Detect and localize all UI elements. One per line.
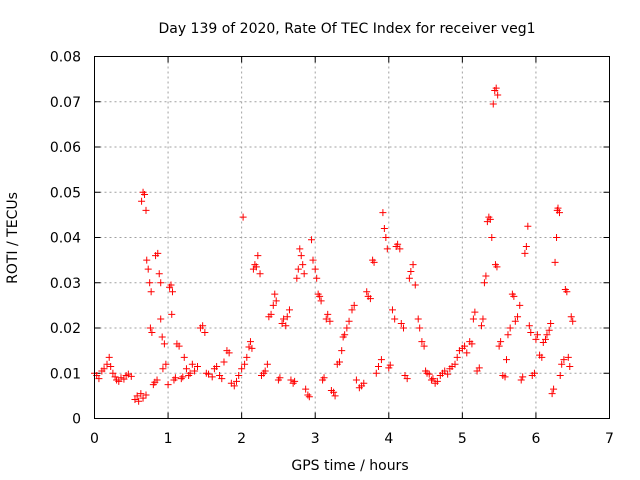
chart-title: Day 139 of 2020, Rate Of TEC Index for r… [158,21,535,37]
y-tick-label: 0.04 [50,231,81,247]
y-tick-label: 0.03 [50,276,81,292]
x-tick-label: 2 [237,431,246,447]
x-tick-label: 0 [90,431,99,447]
y-tick-label: 0 [72,412,81,428]
y-tick-label: 0.06 [50,140,81,156]
y-tick-label: 0.05 [50,185,81,201]
y-tick-label: 0.02 [50,321,81,337]
x-tick-label: 6 [531,431,540,447]
chart-svg: Day 139 of 2020, Rate Of TEC Index for r… [0,0,640,480]
y-tick-labels: 0 0.01 0.02 0.03 0.04 0.05 0.06 0.07 0.08 [50,50,81,428]
y-axis-label: ROTI / TECUs [5,192,21,284]
x-tick-label: 5 [458,431,467,447]
x-tick-label: 1 [164,431,173,447]
x-tick-label: 3 [311,431,320,447]
y-tick-label: 0.07 [50,95,81,111]
x-tick-label: 4 [384,431,393,447]
x-axis-label: GPS time / hours [291,458,408,474]
y-tick-label: 0.01 [50,366,81,382]
x-tick-label: 7 [605,431,614,447]
chart-background [0,0,640,480]
y-tick-label: 0.08 [50,50,81,66]
